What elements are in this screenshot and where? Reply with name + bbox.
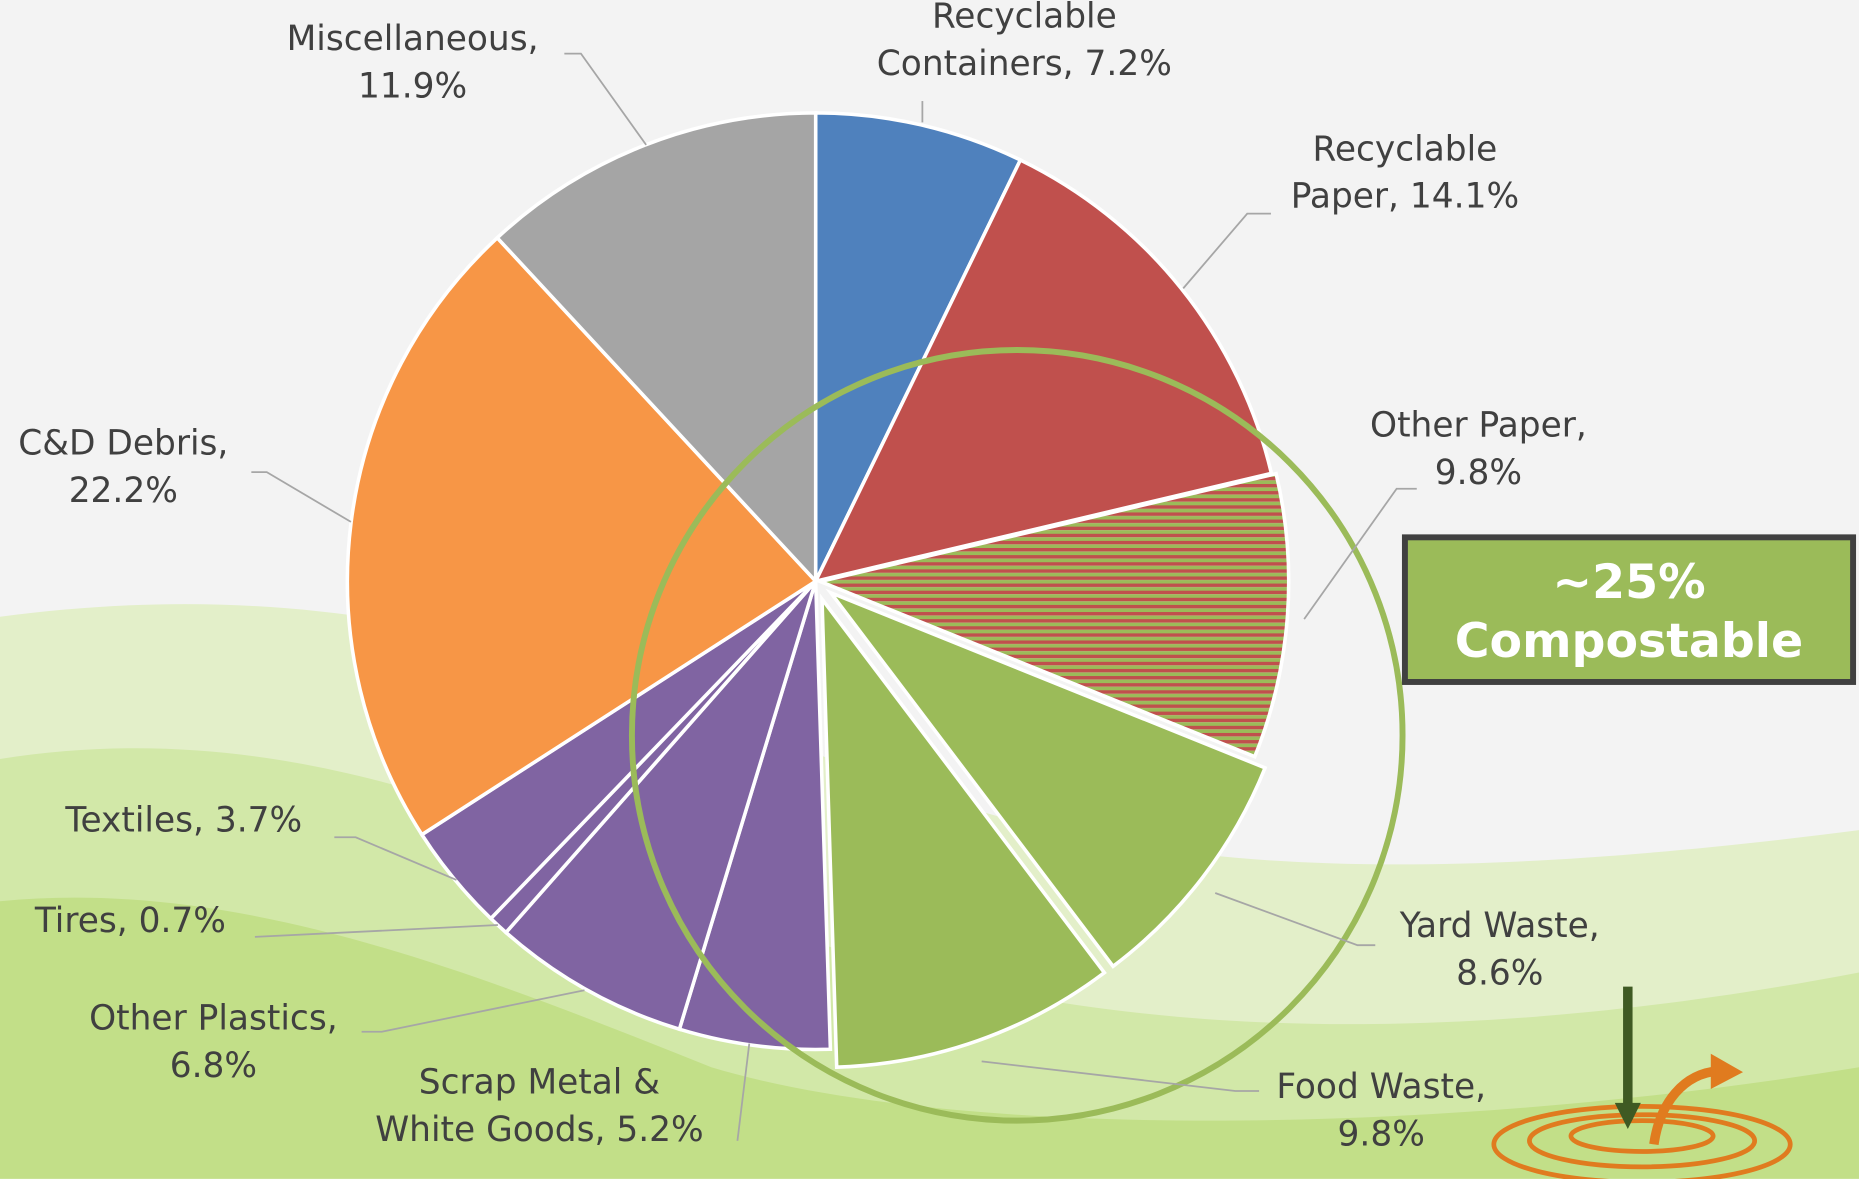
data-label: 11.9% (358, 66, 467, 106)
data-label: Other Paper, (1370, 406, 1587, 446)
data-label: Yard Waste, (1399, 906, 1600, 946)
data-label: Food Waste, (1276, 1067, 1486, 1107)
page: ~25% Compostable Recyclable Containers, 7… (0, 0, 1859, 1179)
data-label: 22.2% (69, 471, 178, 511)
data-label: White Goods, 5.2% (375, 1110, 704, 1150)
compostable-box: ~25% Compostable (1405, 537, 1853, 682)
data-label: Containers, 7.2% (877, 44, 1172, 84)
data-label: 8.6% (1456, 953, 1543, 993)
data-label: Recyclable (1313, 129, 1498, 169)
data-label: 9.8% (1435, 453, 1522, 493)
chart: ~25% Compostable Recyclable Containers, 7… (0, 0, 1859, 1179)
data-label: Other Plastics, (89, 998, 338, 1038)
data-label: Paper, 14.1% (1291, 177, 1519, 217)
data-label: Recyclable (932, 0, 1117, 37)
data-label: 9.8% (1338, 1115, 1425, 1155)
data-label: C&D Debris, (18, 423, 228, 463)
box-text: Compostable (1455, 614, 1803, 669)
box-text: ~25% (1552, 555, 1705, 610)
data-label: Tires, 0.7% (34, 901, 226, 941)
data-label: Textiles, 3.7% (64, 800, 302, 840)
data-label: Scrap Metal & (419, 1062, 660, 1102)
data-label: Miscellaneous, (287, 19, 539, 59)
data-label: 6.8% (170, 1046, 257, 1086)
